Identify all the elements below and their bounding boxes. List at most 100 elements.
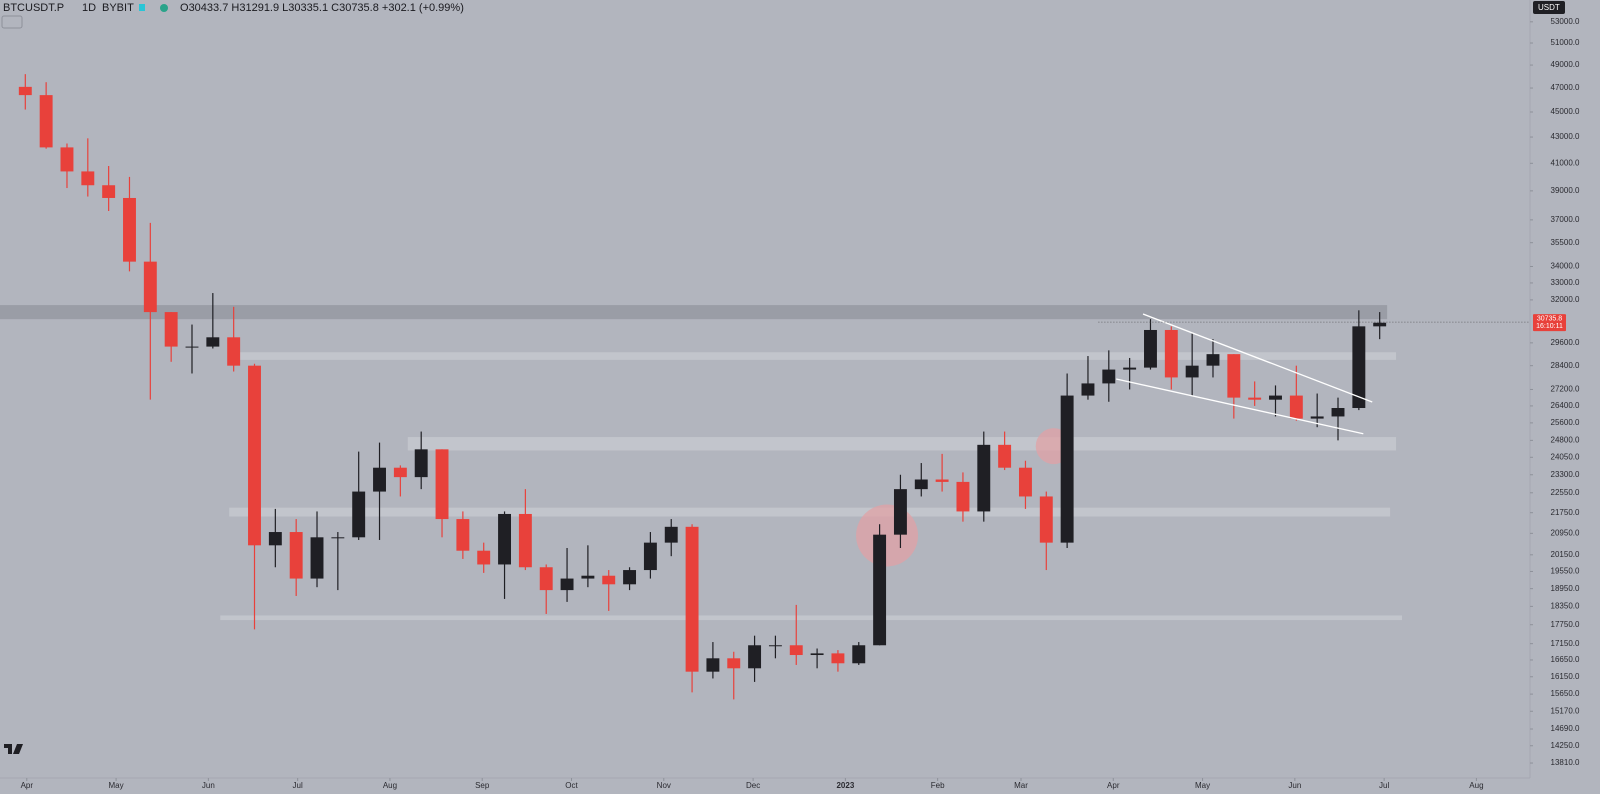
- candle-body: [352, 491, 366, 538]
- candle-body: [831, 653, 845, 664]
- open-value: 30433.7: [189, 2, 229, 14]
- candle-body: [852, 645, 866, 664]
- candle-body: [373, 467, 386, 492]
- y-tick-label: 25600.0: [1551, 418, 1580, 427]
- candle-body: [664, 526, 678, 543]
- candle-body: [539, 567, 553, 591]
- currency[interactable]: USDT: [1538, 3, 1560, 12]
- candle-body: [206, 337, 220, 347]
- trendline: [1142, 313, 1373, 403]
- y-tick-label: 20150.0: [1551, 550, 1580, 559]
- price-zone: [0, 305, 1388, 320]
- candle-body: [914, 479, 928, 490]
- y-tick-label: 53000.0: [1551, 17, 1580, 26]
- candle-body: [893, 489, 907, 535]
- x-tick-label: 2023: [836, 781, 854, 790]
- x-tick-label: Mar: [1014, 781, 1028, 790]
- y-tick-label: 22550.0: [1551, 488, 1580, 497]
- open-label: O: [180, 2, 189, 14]
- candle-body: [248, 365, 261, 546]
- y-tick-label: 34000.0: [1551, 262, 1580, 271]
- x-tick-label: Dec: [746, 781, 760, 790]
- y-tick-label: 37000.0: [1551, 215, 1580, 224]
- candle-body: [643, 542, 657, 571]
- candle-body: [18, 86, 32, 96]
- y-tick-label: 26400.0: [1551, 401, 1580, 410]
- countdown: 16:10:11: [1536, 323, 1563, 330]
- y-tick-label: 15650.0: [1551, 689, 1580, 698]
- candle-body: [768, 645, 782, 647]
- candle-body: [164, 312, 178, 347]
- last-price-label: 30735.8: [1537, 315, 1562, 322]
- candle-body: [581, 575, 595, 579]
- y-tick-label: 35500.0: [1551, 238, 1580, 247]
- low-label: L: [282, 2, 288, 14]
- currency-button[interactable]: [1533, 1, 1565, 14]
- candle-body: [143, 261, 157, 313]
- change: +302.1 (+0.99%): [382, 2, 464, 14]
- candle-body: [1039, 496, 1053, 543]
- close-value: 30735.8: [339, 2, 379, 14]
- candle-body: [1248, 397, 1262, 400]
- candle-body: [1123, 367, 1137, 370]
- y-tick-label: 14250.0: [1551, 741, 1580, 750]
- y-tick-label: 27200.0: [1551, 385, 1580, 394]
- price-zone: [220, 615, 1403, 621]
- y-tick-label: 14690.0: [1551, 724, 1580, 733]
- last-price-badge: [1533, 314, 1566, 332]
- candle-body: [1060, 395, 1074, 543]
- x-tick-label: May: [1195, 781, 1210, 790]
- candle-body: [602, 575, 616, 585]
- candle-body: [1352, 326, 1366, 409]
- y-tick-label: 20950.0: [1551, 528, 1580, 537]
- y-tick-label: 16150.0: [1551, 672, 1580, 681]
- y-tick-label: 51000.0: [1551, 38, 1580, 47]
- candle-body: [1185, 365, 1199, 378]
- x-tick-label: Aug: [1469, 781, 1483, 790]
- x-tick-label: Jun: [1288, 781, 1301, 790]
- candle-body: [1289, 395, 1303, 419]
- candle-body: [1269, 395, 1282, 400]
- candle-body: [873, 534, 887, 646]
- x-tick-label: Sep: [475, 781, 490, 790]
- x-tick-label: Feb: [931, 781, 945, 790]
- market-status: [160, 4, 168, 12]
- x-tick-label: Jun: [202, 781, 215, 790]
- y-tick-label: 32000.0: [1551, 295, 1580, 304]
- candle-body: [477, 550, 491, 565]
- x-tick-label: Jul: [1379, 781, 1389, 790]
- close-label: C: [331, 2, 339, 14]
- candle-body: [102, 185, 116, 198]
- y-tick-label: 23300.0: [1551, 470, 1580, 479]
- candle-body: [227, 337, 241, 366]
- x-tick-label: Jul: [293, 781, 303, 790]
- y-tick-label: 15170.0: [1551, 706, 1580, 715]
- candle-body: [456, 519, 470, 551]
- candle-body: [935, 479, 949, 482]
- y-tick-label: 29600.0: [1551, 338, 1580, 347]
- candle-body: [81, 171, 95, 186]
- highlight-circle: [856, 504, 919, 567]
- y-tick-label: 49000.0: [1551, 60, 1580, 69]
- candle-body: [289, 532, 303, 579]
- candle-body: [560, 578, 574, 591]
- y-tick-label: 39000.0: [1551, 186, 1580, 195]
- interval[interactable]: 1D: [82, 2, 96, 14]
- candle-body: [1310, 416, 1324, 419]
- collapse-button[interactable]: [1, 15, 23, 29]
- candle-body: [435, 449, 449, 520]
- candle-body: [789, 645, 803, 656]
- price-zone: [407, 437, 1397, 451]
- ohlc-readout: O30433.7 H31291.9 L30335.1 C30735.8 +302…: [180, 2, 464, 14]
- candle-body: [1206, 354, 1220, 366]
- candle-body: [1227, 354, 1241, 398]
- y-tick-label: 47000.0: [1551, 83, 1580, 92]
- candle-body: [414, 449, 428, 478]
- y-tick-label: 19550.0: [1551, 567, 1580, 576]
- symbol[interactable]: BTCUSDT.P: [3, 2, 64, 14]
- y-tick-label: 41000.0: [1551, 158, 1580, 167]
- candle-body: [498, 513, 512, 565]
- candle-body: [1081, 383, 1095, 396]
